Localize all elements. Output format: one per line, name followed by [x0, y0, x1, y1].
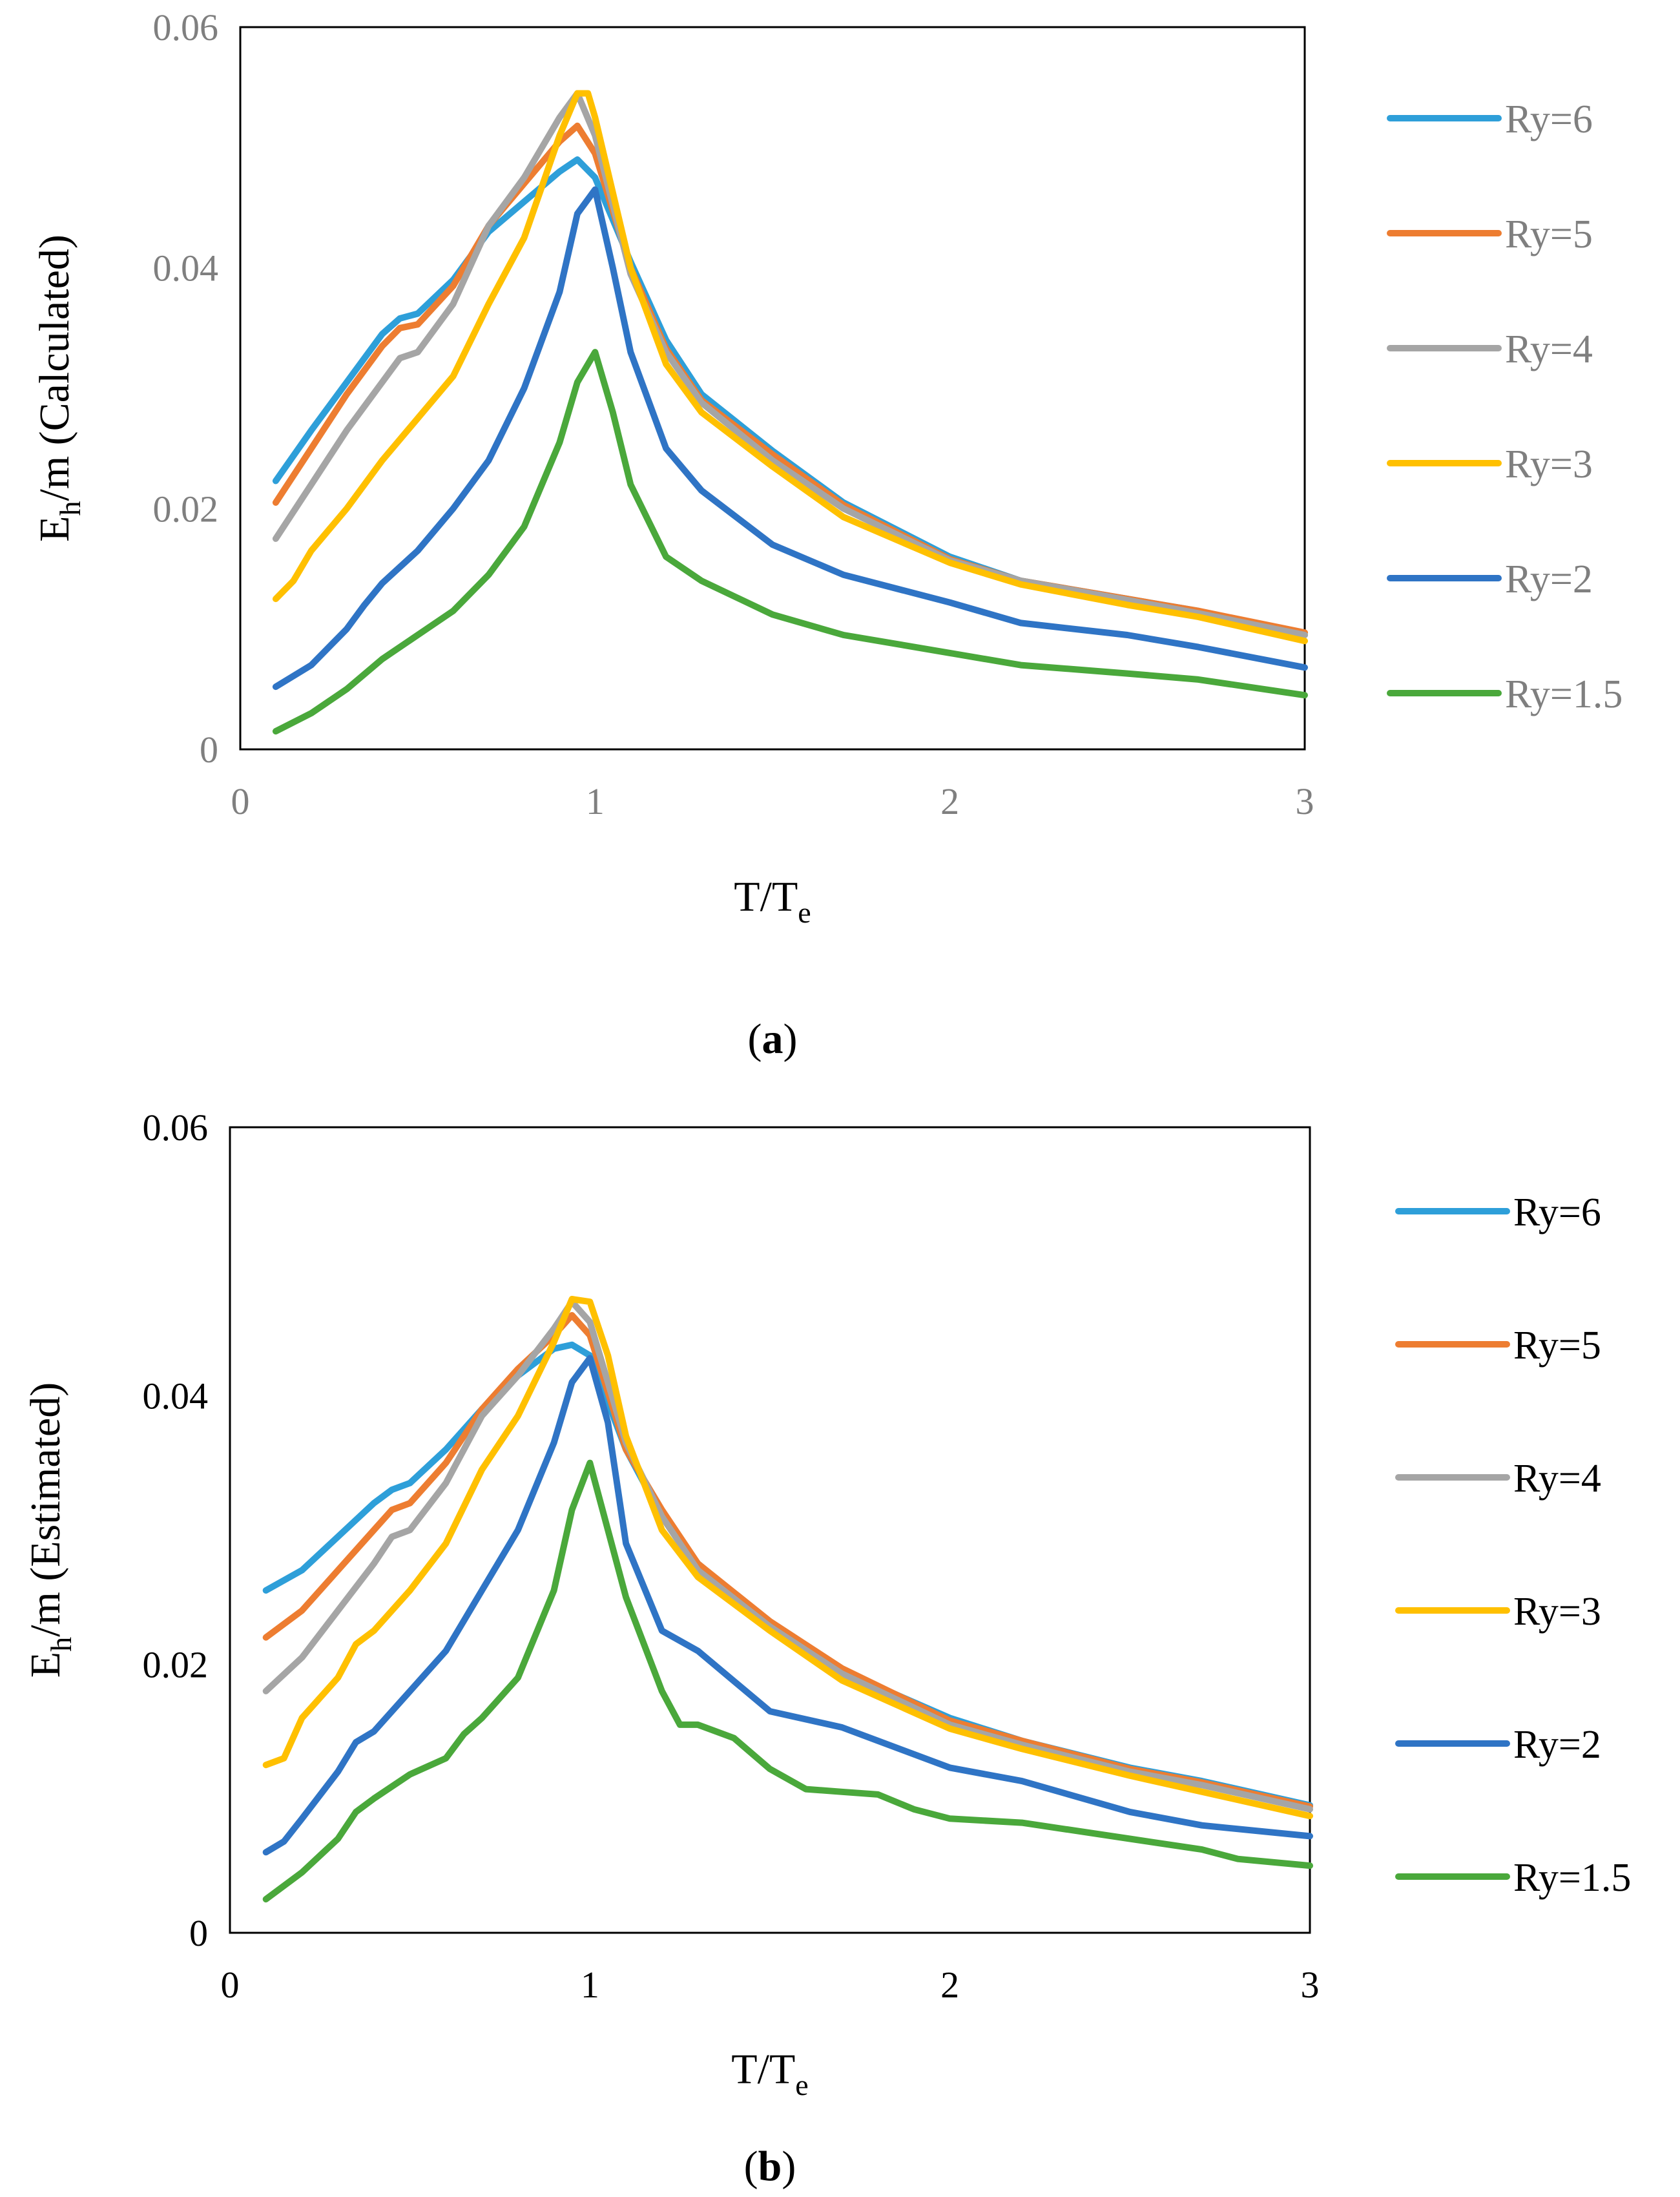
- legend-label: Ry=5: [1513, 1324, 1601, 1368]
- x-tick-label: 2: [940, 1964, 959, 2006]
- x-tick-label: 2: [940, 780, 959, 822]
- panel-caption: (a): [748, 1015, 798, 1063]
- y-tick-label: 0.02: [143, 1643, 209, 1685]
- plot-frame: [229, 1126, 1311, 1934]
- x-tick-label: 3: [1296, 780, 1314, 822]
- x-tick-label: 3: [1301, 1964, 1320, 2006]
- series-line: [262, 1355, 1313, 1856]
- legend-label: Ry=3: [1513, 1590, 1601, 1634]
- legend-label: Ry=6: [1505, 98, 1593, 141]
- series-line: [262, 1459, 1313, 1902]
- y-tick-label: 0: [189, 1912, 208, 1954]
- series-line: [262, 1312, 1313, 1810]
- y-axis-label: Eh/m (Calculated): [31, 234, 87, 542]
- plot-frame: [239, 26, 1306, 751]
- y-tick-label: 0.06: [153, 6, 219, 48]
- legend-label: Ry=6: [1513, 1191, 1601, 1234]
- legend-label: Ry=2: [1513, 1723, 1601, 1767]
- legend-label: Ry=5: [1505, 213, 1593, 256]
- y-tick-label: 0: [200, 729, 218, 771]
- chart-a: 0 0.02 0.04 0.06 0 1 2 3 T/Te Eh/m (Calculated) Ry…: [31, 6, 1623, 1063]
- y-tick-label: 0.06: [143, 1107, 209, 1149]
- x-tick-label: 1: [586, 780, 605, 822]
- x-tick-label: 0: [221, 1964, 240, 2006]
- legend-label: Ry=3: [1505, 443, 1593, 486]
- series-line: [262, 1296, 1313, 1820]
- y-tick-label: 0.04: [143, 1375, 209, 1417]
- legend-label: Ry=1.5: [1505, 672, 1623, 716]
- legend-label: Ry=2: [1505, 557, 1593, 601]
- x-axis-label: T/Te: [731, 2046, 808, 2101]
- series-line: [272, 90, 1308, 645]
- chart-b: 0 0.02 0.04 0.06 0 1 2 3 T/Te Eh/m (Estimated) Ry=…: [22, 1107, 1631, 2190]
- legend-label: Ry=4: [1513, 1457, 1601, 1501]
- x-tick-label: 1: [581, 1964, 599, 2006]
- legend-label: Ry=1.5: [1513, 1856, 1631, 1900]
- y-tick-label: 0.04: [153, 247, 219, 289]
- panel-caption: (b): [744, 2143, 796, 2190]
- y-axis-label: Eh/m (Estimated): [22, 1382, 78, 1678]
- series-line: [262, 1298, 1313, 1813]
- series-line: [272, 186, 1308, 691]
- x-tick-label: 0: [231, 780, 250, 822]
- x-axis-label: T/Te: [734, 873, 811, 929]
- legend-label: Ry=4: [1505, 328, 1593, 371]
- series-line: [272, 349, 1308, 734]
- y-tick-label: 0.02: [153, 488, 219, 530]
